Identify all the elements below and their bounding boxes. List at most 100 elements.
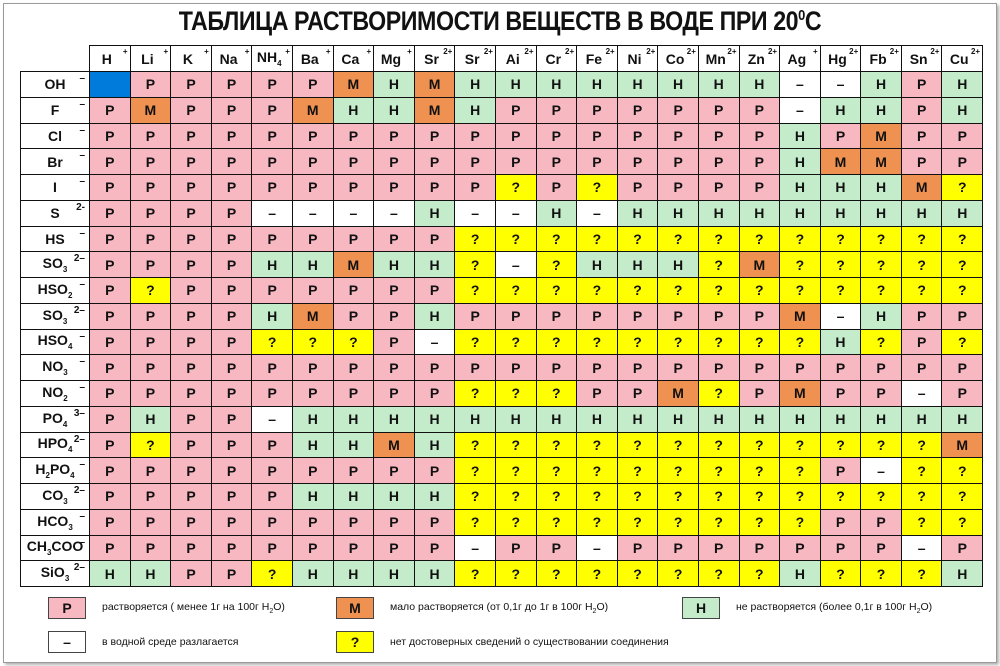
solubility-cell: Н [941,96,984,124]
solubility-cell: ? [129,431,172,459]
solubility-cell: М [860,122,902,150]
solubility-cell: Н [941,405,984,433]
solubility-cell: Р [291,71,334,98]
cation-header: Cr 2+ [535,45,578,72]
solubility-cell: Р [210,122,253,150]
solubility-cell: Р [494,148,537,175]
solubility-cell: – [332,199,375,227]
legend-decomposes: – в водной среде разлагается [48,631,238,653]
solubility-cell: ? [291,328,334,356]
solubility-cell: Р [373,225,415,253]
solubility-cell: Р [373,122,415,150]
solubility-cell: ? [779,251,821,278]
anion-header: HSO4– [20,328,90,356]
solubility-table: H + Li + K + Na + NH4 + Ba + Ca + Mg + Sr 2+ Sr 2+ Ai 2+ Cr 2+ F… [20,45,984,587]
anion-header: HCO3– [20,508,90,536]
solubility-cell: Р [129,483,172,510]
solubility-cell: Р [373,277,415,304]
solubility-cell: ? [494,508,537,536]
solubility-cell: ? [779,483,821,510]
solubility-cell: Р [89,483,131,510]
table-frame [3,3,997,663]
solubility-cell: Р [657,174,699,201]
legend-soluble: Р растворяется ( менее 1г на 100г Н2О) [48,597,285,619]
anion-charge: – [79,459,85,471]
solubility-cell: Р [332,122,375,150]
solubility-cell: Р [210,508,253,536]
solubility-cell: Р [454,302,496,330]
solubility-cell: Р [129,148,172,175]
solubility-cell: Н [291,483,334,510]
solubility-cell: ? [454,251,496,278]
cation-charge: 2+ [930,47,940,56]
solubility-cell: Р [89,302,131,330]
solubility-cell: Р [738,380,781,407]
table-row: I – Р Р Р Р Р Р Р Р Р Р? Р? Р Р Р Р Н Н Н М? [20,174,984,201]
solubility-cell: Р [657,122,699,150]
solubility-cell: Р [210,328,253,356]
anion-header: OH – [20,71,90,98]
solubility-cell: ? [616,508,659,536]
solubility-cell: Н [332,405,375,433]
solubility-cell: Р [860,534,902,562]
solubility-cell: Н [819,405,862,433]
cation-header: K + [170,45,212,72]
solubility-cell: ? [697,380,740,407]
solubility-cell: ? [779,225,821,253]
solubility-cell: Р [251,225,293,253]
solubility-cell: Н [494,405,537,433]
solubility-cell: Р [494,302,537,330]
solubility-cell: Р [454,122,496,150]
solubility-cell: Н [819,96,862,124]
solubility-cell: Н [413,405,456,433]
anion-header: CH3COO – [20,534,90,562]
solubility-cell: Р [332,302,375,330]
solubility-cell: Н [89,560,131,587]
solubility-cell: Р [616,148,659,175]
cation-symbol: Li [141,50,154,67]
solubility-cell: Р [210,199,253,227]
solubility-cell: Р [291,122,334,150]
solubility-cell: ? [332,328,375,356]
solubility-cell: ? [494,457,537,484]
cation-symbol: Mg [380,50,402,67]
solubility-cell: Р [697,148,740,175]
solubility-cell: Р [251,483,293,510]
solubility-cell: Р [373,174,415,201]
anion-header: CO3 2– [20,483,90,510]
solubility-cell: Р [576,122,618,150]
solubility-cell: Р [89,534,131,562]
solubility-cell: ? [576,174,618,201]
solubility-cell: М [900,174,943,201]
solubility-cell: ? [494,328,537,356]
solubility-cell: Р [210,380,253,407]
solubility-cell: ? [900,431,943,459]
cation-header: Ba + [291,45,334,72]
solubility-cell: Р [251,457,293,484]
anion-header: H2PO4– [20,457,90,484]
solubility-cell: Р [210,148,253,175]
solubility-cell: Н [657,71,699,98]
anion-charge: 2– [73,562,85,574]
cation-header: Zn 2+ [738,45,781,72]
solubility-cell: Н [413,251,456,278]
solubility-cell: Н [373,71,415,98]
solubility-cell: Н [373,251,415,278]
solubility-cell: Р [89,328,131,356]
solubility-cell: Р [900,302,943,330]
solubility-cell: М [291,96,334,124]
solubility-cell: ? [535,560,578,587]
solubility-cell: Н [738,199,781,227]
solubility-cell: ? [454,431,496,459]
solubility-cell: Р [332,457,375,484]
solubility-cell: Р [454,174,496,201]
solubility-cell: Р [738,174,781,201]
solubility-cell: ? [779,277,821,304]
solubility-cell: Р [129,251,172,278]
solubility-cell: Н [738,405,781,433]
table-row: NO3– Р Р Р Р Р Р Р Р Р Р Р Р Р Р Р Р Р Р Р Р Р Р [20,354,984,381]
solubility-cell: Р [89,96,131,124]
solubility-cell: Н [860,199,902,227]
cation-symbol: Sn [909,50,928,67]
solubility-cell: Р [373,457,415,484]
